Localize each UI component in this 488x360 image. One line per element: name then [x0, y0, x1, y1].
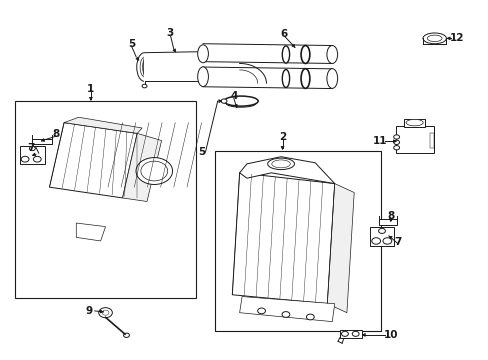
Circle shape [142, 84, 147, 88]
Circle shape [102, 310, 109, 315]
Ellipse shape [422, 33, 446, 44]
Polygon shape [203, 44, 331, 63]
Bar [378, 220, 396, 225]
Ellipse shape [271, 160, 290, 168]
Polygon shape [232, 173, 334, 304]
Ellipse shape [326, 45, 337, 63]
Bar [32, 139, 52, 144]
Circle shape [29, 146, 35, 150]
Circle shape [378, 228, 385, 233]
Ellipse shape [143, 54, 156, 81]
Text: 2: 2 [278, 132, 285, 142]
Ellipse shape [301, 69, 309, 88]
Ellipse shape [197, 67, 208, 87]
Polygon shape [144, 51, 205, 81]
Bar [15, 101, 195, 298]
Ellipse shape [197, 45, 208, 63]
Ellipse shape [427, 35, 441, 41]
Circle shape [33, 156, 41, 162]
Ellipse shape [137, 53, 152, 81]
Polygon shape [327, 184, 353, 313]
Bar [339, 330, 361, 338]
Text: 7: 7 [394, 237, 401, 247]
Polygon shape [200, 51, 244, 83]
Ellipse shape [141, 161, 167, 181]
Polygon shape [76, 223, 105, 241]
Circle shape [351, 331, 358, 336]
Ellipse shape [301, 45, 309, 63]
Text: 3: 3 [166, 28, 174, 38]
Polygon shape [49, 123, 137, 198]
Circle shape [123, 333, 129, 337]
Ellipse shape [267, 158, 294, 170]
Circle shape [221, 99, 226, 103]
Circle shape [393, 140, 399, 144]
Circle shape [99, 308, 112, 318]
Polygon shape [203, 67, 331, 89]
Text: 5: 5 [127, 39, 135, 49]
Circle shape [393, 145, 399, 150]
Bar [369, 226, 393, 246]
Text: 6: 6 [280, 29, 287, 39]
Circle shape [382, 238, 391, 244]
Bar [429, 134, 433, 148]
Circle shape [306, 314, 314, 320]
Text: 7: 7 [28, 143, 35, 153]
Circle shape [21, 156, 29, 162]
Circle shape [341, 331, 347, 336]
Polygon shape [239, 297, 334, 321]
Text: 11: 11 [372, 136, 386, 146]
Ellipse shape [226, 100, 255, 107]
Ellipse shape [140, 57, 149, 77]
Bar [395, 126, 433, 153]
Circle shape [257, 308, 265, 314]
Ellipse shape [224, 96, 258, 106]
Polygon shape [64, 117, 142, 134]
Text: 8: 8 [52, 129, 60, 139]
Text: 1: 1 [87, 84, 94, 94]
Text: 8: 8 [386, 211, 394, 221]
Polygon shape [239, 157, 334, 184]
Bar [215, 151, 380, 330]
Ellipse shape [282, 46, 289, 63]
Circle shape [393, 135, 399, 139]
Text: 10: 10 [383, 330, 397, 340]
Polygon shape [122, 134, 161, 202]
Polygon shape [239, 63, 266, 83]
Bar [404, 119, 424, 127]
Text: 5: 5 [198, 147, 205, 157]
Ellipse shape [406, 120, 422, 126]
Bar [20, 146, 44, 164]
Ellipse shape [282, 69, 289, 87]
Circle shape [371, 238, 380, 244]
Ellipse shape [326, 69, 337, 88]
Text: 9: 9 [86, 306, 93, 316]
Ellipse shape [136, 158, 172, 184]
Text: 4: 4 [230, 91, 237, 101]
Text: 12: 12 [448, 33, 463, 43]
Circle shape [282, 312, 289, 318]
